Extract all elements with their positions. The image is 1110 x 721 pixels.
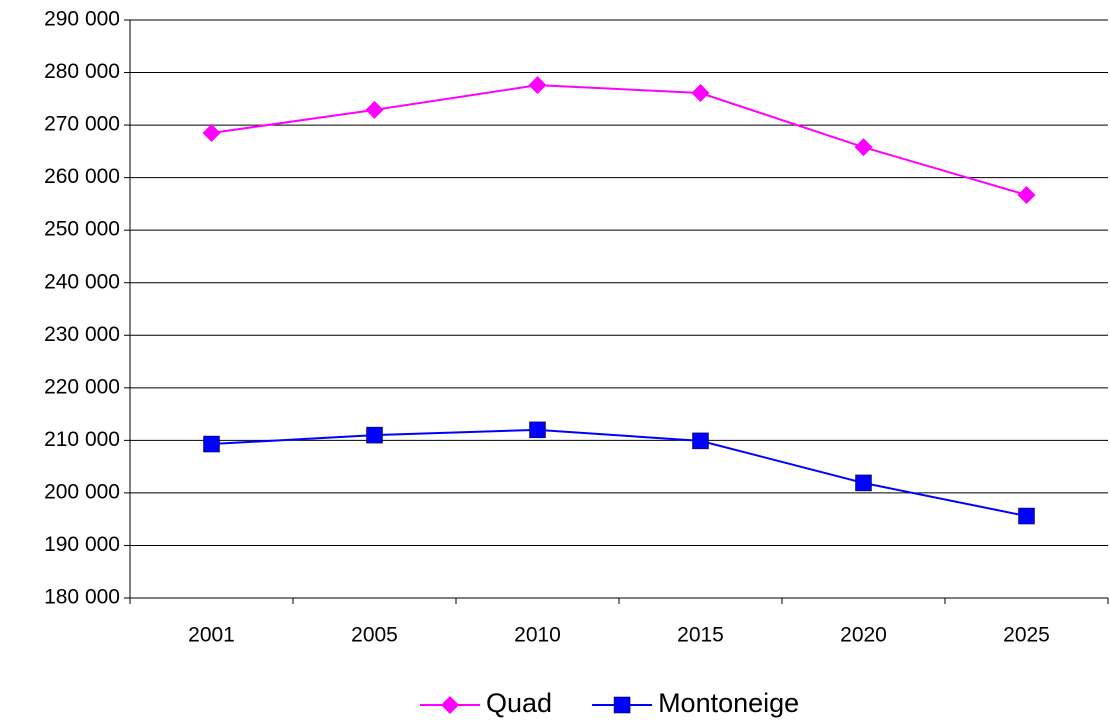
marker (692, 432, 709, 450)
y-tick-label: 260 000 (44, 165, 120, 188)
marker (366, 426, 383, 444)
y-tick-label: 210 000 (44, 428, 120, 451)
marker (202, 123, 221, 142)
marker (528, 76, 547, 95)
marker (441, 696, 459, 714)
x-tick-label: 2001 (188, 624, 235, 647)
marker (855, 474, 872, 492)
legend: Quad Montoneige (420, 688, 799, 718)
y-tick-label: 200 000 (44, 480, 120, 503)
y-tick-label: 180 000 (44, 586, 120, 609)
marker (529, 421, 546, 439)
series-line (211, 84, 1027, 196)
x-tick-label: 2005 (351, 624, 398, 647)
marker (691, 84, 710, 103)
y-tick-label: 250 000 (44, 218, 120, 241)
marker (1017, 185, 1036, 204)
y-tick-label: 280 000 (44, 60, 120, 83)
y-tick-label: 190 000 (44, 533, 120, 556)
legend-label: Quad (486, 688, 552, 718)
y-tick-label: 220 000 (44, 375, 120, 398)
marker (613, 696, 631, 714)
x-tick-label: 2015 (677, 624, 724, 647)
y-tick-label: 270 000 (44, 113, 120, 136)
marker (1018, 507, 1035, 525)
x-tick-label: 2020 (840, 624, 887, 647)
marker (854, 138, 873, 157)
marker (365, 100, 384, 119)
y-tick-label: 230 000 (44, 323, 120, 346)
marker (203, 435, 220, 453)
x-tick-label: 2025 (1003, 624, 1050, 647)
legend-label: Montoneige (658, 688, 799, 718)
y-tick-label: 290 000 (44, 8, 120, 31)
x-tick-label: 2010 (514, 624, 561, 647)
series-line (211, 428, 1027, 518)
y-tick-label: 240 000 (44, 270, 120, 293)
